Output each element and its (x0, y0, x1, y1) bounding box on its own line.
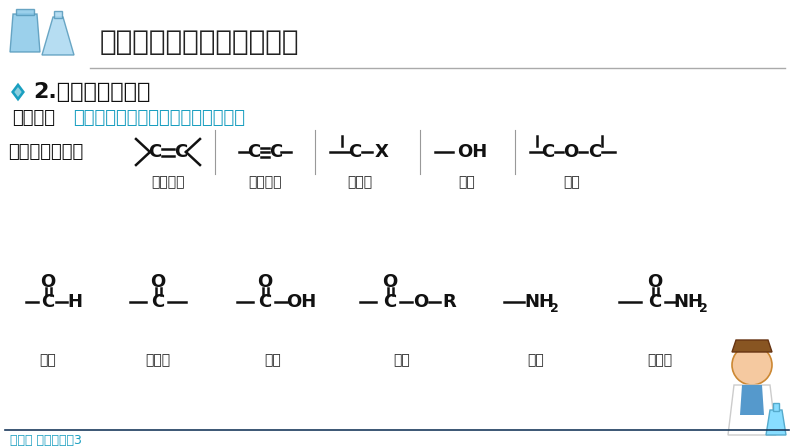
Text: 邅罰基: 邅罰基 (145, 353, 171, 367)
Text: O: O (383, 273, 398, 291)
Bar (54, 11, 62, 18)
Text: C: C (152, 293, 164, 311)
Bar (773, 403, 779, 411)
Text: C: C (248, 143, 260, 161)
Polygon shape (728, 385, 776, 435)
Text: OH: OH (457, 143, 488, 161)
Text: 酰胺基: 酰胺基 (647, 353, 673, 367)
Text: 氨基: 氨基 (528, 353, 545, 367)
Text: C: C (542, 143, 555, 161)
Text: 羟基: 羟基 (459, 175, 476, 189)
Bar (16, 9, 34, 15)
Polygon shape (732, 340, 772, 352)
Polygon shape (42, 17, 74, 55)
Text: NH: NH (524, 293, 554, 311)
Text: C: C (258, 293, 272, 311)
Text: C: C (148, 143, 162, 161)
Polygon shape (14, 87, 21, 97)
Text: 2: 2 (699, 303, 707, 316)
Text: C: C (649, 293, 661, 311)
Text: O: O (647, 273, 663, 291)
Text: X: X (375, 143, 389, 161)
Text: C: C (41, 293, 55, 311)
Text: O: O (150, 273, 166, 291)
Text: 2.依据官能团分类: 2.依据官能团分类 (33, 82, 150, 102)
Text: 碳碳双键: 碳碳双键 (151, 175, 185, 189)
Text: 人教版 选择性必修3: 人教版 选择性必修3 (10, 434, 82, 447)
Text: 2: 2 (549, 303, 558, 316)
Text: C: C (349, 143, 361, 161)
Text: 碳碳三键: 碳碳三键 (249, 175, 282, 189)
Text: 决定有机化合物特性的原子、原子团: 决定有机化合物特性的原子、原子团 (73, 109, 245, 127)
Text: 一、有机化合物的分类方法: 一、有机化合物的分类方法 (100, 28, 299, 56)
Text: C: C (175, 143, 187, 161)
Text: 酯基: 酯基 (394, 353, 410, 367)
Text: 官能团：: 官能团： (12, 109, 55, 127)
Text: 醚键: 醚键 (564, 175, 580, 189)
Text: 碳卦键: 碳卦键 (348, 175, 372, 189)
Text: 署基: 署基 (264, 353, 281, 367)
Text: OH: OH (286, 293, 316, 311)
Text: 常见的官能团：: 常见的官能团： (8, 143, 83, 161)
Text: C: C (269, 143, 283, 161)
Text: NH: NH (673, 293, 703, 311)
Text: O: O (40, 273, 56, 291)
Circle shape (732, 345, 772, 385)
Polygon shape (10, 81, 26, 103)
Polygon shape (766, 410, 786, 435)
Text: C: C (384, 293, 397, 311)
Text: O: O (414, 293, 429, 311)
Text: C: C (588, 143, 602, 161)
Polygon shape (10, 14, 40, 52)
Text: 醇基: 醇基 (40, 353, 56, 367)
Text: O: O (564, 143, 579, 161)
Text: O: O (257, 273, 272, 291)
Text: R: R (442, 293, 456, 311)
Text: H: H (67, 293, 83, 311)
Polygon shape (740, 385, 764, 415)
